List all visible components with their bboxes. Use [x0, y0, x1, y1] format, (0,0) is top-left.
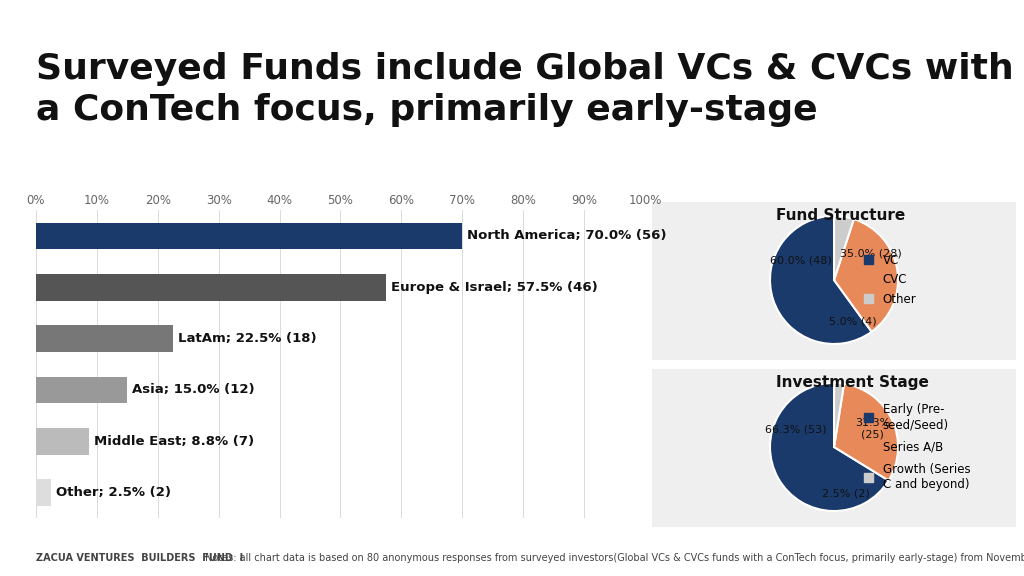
Text: LatAm; 22.5% (18): LatAm; 22.5% (18) [178, 332, 316, 345]
Bar [36, 222, 463, 249]
Text: Notes: all chart data is based on 80 anonymous responses from surveyed investors: Notes: all chart data is based on 80 ano… [205, 554, 1024, 563]
Wedge shape [834, 216, 854, 280]
Text: 2.5% (2): 2.5% (2) [821, 488, 869, 498]
Bar [36, 377, 127, 403]
Wedge shape [834, 384, 898, 480]
Wedge shape [770, 216, 871, 344]
Text: 66.3% (53): 66.3% (53) [765, 424, 826, 434]
Legend: VC, CVC, Other: VC, CVC, Other [859, 249, 922, 310]
Text: Surveyed Funds include Global VCs & CVCs with
a ConTech focus, primarily early-s: Surveyed Funds include Global VCs & CVCs… [36, 52, 1014, 127]
Bar [36, 325, 173, 352]
Text: 5.0% (4): 5.0% (4) [829, 317, 878, 327]
Bar [36, 479, 51, 506]
Text: Fund Structure: Fund Structure [776, 208, 905, 223]
Text: 35.0% (28): 35.0% (28) [841, 248, 902, 258]
Wedge shape [770, 383, 889, 511]
Bar [36, 274, 386, 301]
Text: 31.3%
(25): 31.3% (25) [855, 418, 890, 440]
Text: Middle East; 8.8% (7): Middle East; 8.8% (7) [94, 435, 254, 448]
Wedge shape [834, 383, 844, 447]
Text: Asia; 15.0% (12): Asia; 15.0% (12) [132, 384, 255, 396]
Text: Other; 2.5% (2): Other; 2.5% (2) [56, 486, 171, 499]
Wedge shape [834, 219, 898, 332]
Text: Investment Stage: Investment Stage [776, 375, 929, 390]
Text: ZACUA VENTURES  BUILDERS  FUND  I: ZACUA VENTURES BUILDERS FUND I [36, 554, 243, 563]
Text: 60.0% (48): 60.0% (48) [770, 256, 831, 266]
Bar [36, 428, 89, 454]
Text: Europe & Israel; 57.5% (46): Europe & Israel; 57.5% (46) [391, 281, 598, 294]
Legend: Early (Pre-
seed/Seed), Series A/B, Growth (Series
C and beyond): Early (Pre- seed/Seed), Series A/B, Grow… [859, 399, 975, 495]
Text: North America; 70.0% (56): North America; 70.0% (56) [467, 229, 667, 242]
